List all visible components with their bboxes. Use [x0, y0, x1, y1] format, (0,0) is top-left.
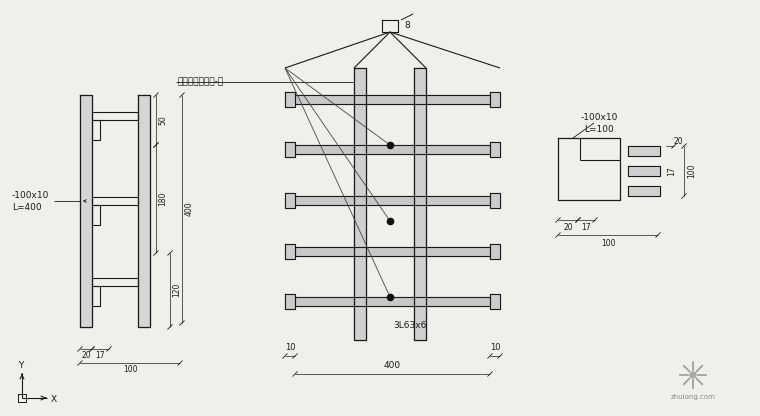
Polygon shape [490, 193, 500, 208]
Polygon shape [295, 95, 490, 104]
Text: 100: 100 [688, 164, 696, 178]
Text: -100x10: -100x10 [12, 191, 49, 200]
Text: X: X [51, 394, 57, 404]
Text: 100: 100 [600, 238, 616, 248]
Polygon shape [138, 95, 150, 327]
Text: 10: 10 [285, 342, 295, 352]
Polygon shape [285, 244, 295, 259]
Polygon shape [285, 142, 295, 157]
Polygon shape [628, 186, 660, 196]
Polygon shape [80, 95, 92, 327]
Polygon shape [628, 166, 660, 176]
Text: 3L63x6: 3L63x6 [394, 320, 426, 329]
Text: 20: 20 [673, 136, 682, 146]
Polygon shape [295, 297, 490, 306]
Polygon shape [354, 68, 366, 340]
Polygon shape [295, 196, 490, 205]
Text: -100x10: -100x10 [581, 114, 618, 122]
Polygon shape [490, 294, 500, 309]
Polygon shape [285, 92, 295, 107]
Text: 10: 10 [489, 342, 500, 352]
Polygon shape [414, 68, 426, 340]
Text: zhulong.com: zhulong.com [670, 394, 715, 400]
Text: 预埋于柱间支撑-侧: 预埋于柱间支撑-侧 [178, 77, 224, 87]
Text: Y: Y [18, 362, 24, 371]
Text: 400: 400 [185, 202, 194, 216]
Text: 20: 20 [563, 223, 573, 233]
Text: 17: 17 [96, 352, 106, 361]
Polygon shape [285, 294, 295, 309]
Text: 17: 17 [667, 166, 676, 176]
Text: L=400: L=400 [12, 203, 42, 211]
Text: 17: 17 [581, 223, 591, 233]
Polygon shape [295, 247, 490, 256]
Polygon shape [490, 244, 500, 259]
Text: 400: 400 [384, 361, 401, 369]
Polygon shape [285, 193, 295, 208]
Text: 8: 8 [404, 22, 410, 30]
Text: 20: 20 [81, 352, 90, 361]
Polygon shape [628, 146, 660, 156]
Text: L=100: L=100 [584, 124, 614, 134]
Polygon shape [295, 145, 490, 154]
Polygon shape [490, 142, 500, 157]
Text: 100: 100 [123, 366, 138, 374]
Circle shape [690, 372, 696, 378]
Text: 120: 120 [173, 283, 182, 297]
Polygon shape [490, 92, 500, 107]
Text: 180: 180 [159, 192, 167, 206]
Text: 50: 50 [159, 115, 167, 125]
